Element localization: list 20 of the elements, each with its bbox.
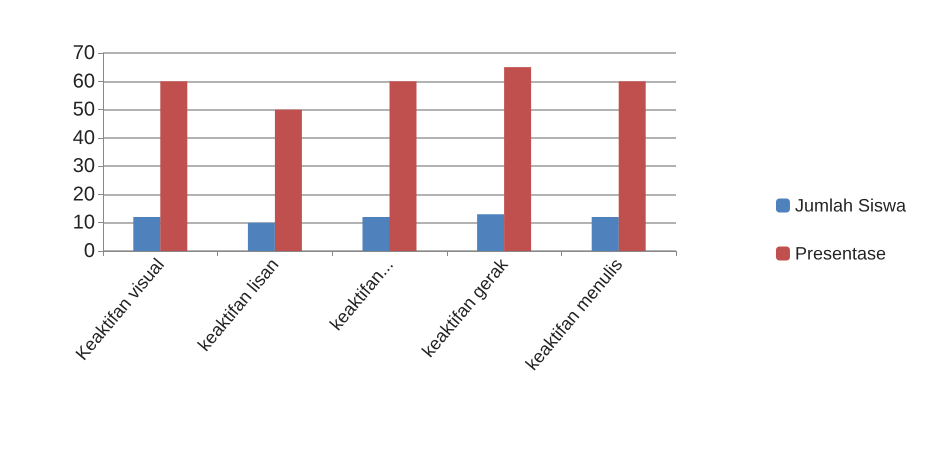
bar [274,110,302,251]
bar [390,81,416,251]
bar [477,214,504,251]
y-tick-label: 20 [72,183,95,206]
y-tick-label: 50 [72,98,95,121]
legend-label: Jumlah Siswa [794,196,907,216]
bar [160,81,188,251]
y-tick-label: 40 [72,126,95,149]
y-tick-label: 30 [72,155,95,178]
legend-label: Presentase [794,244,886,264]
bar [504,67,532,251]
y-tick-label: 70 [72,42,95,64]
y-tick-label: 60 [72,70,95,92]
bar [362,217,390,251]
y-tick-label: 0 [84,240,95,262]
bar [618,81,646,251]
y-tick-label: 10 [72,212,95,234]
bar [248,222,275,251]
bar [592,217,619,251]
bar [133,217,160,251]
